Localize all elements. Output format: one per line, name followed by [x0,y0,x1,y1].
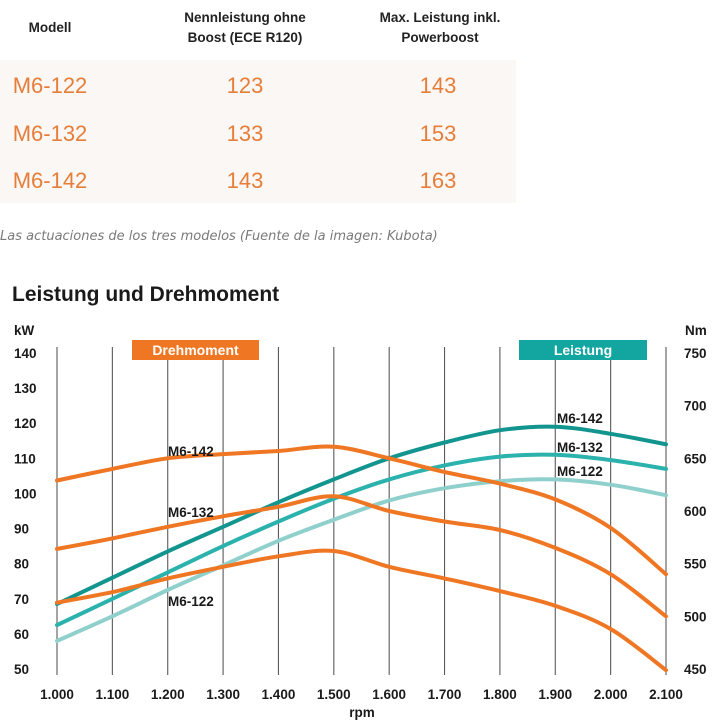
series-line-drehmoment-m6-132 [55,494,668,619]
y-right-tick-label: 700 [684,399,707,414]
image-caption: Las actuaciones de los tres modelos (Fue… [0,229,438,244]
x-tick-label: 1.800 [483,687,517,702]
y-right-tick-label: 450 [684,662,707,677]
table-cell-nennleistung: 143 [226,168,264,193]
x-tick-label: 1.500 [317,687,351,702]
spec-table-body [0,60,516,203]
x-tick-label: 1.100 [95,687,129,702]
y-left-tick-label: 90 [14,522,29,537]
series-line-drehmoment-m6-142 [55,444,668,577]
y-left-tick-label: 100 [14,486,37,501]
y-right-tick-label: 500 [684,609,707,624]
table-header-max-leistung: Max. Leistung inkl. Powerboost [379,10,501,45]
y-left-tick-label: 70 [14,592,29,607]
x-tick-label: 2.000 [594,687,628,702]
table-cell-nennleistung: 123 [226,73,264,98]
y-right-tick-label: 550 [684,557,707,572]
x-tick-label: 1.400 [262,687,296,702]
power-torque-chart: Leistung und Drehmoment kW Nm Drehmoment… [12,283,707,720]
y-left-tick-label: 140 [14,346,37,361]
table-cell-model: M6-142 [12,168,88,193]
legend-label: Drehmoment [152,342,239,358]
x-tick-label: 1.900 [538,687,572,702]
series-label: M6-142 [557,411,603,426]
table-cell-max-leistung: 153 [419,121,457,146]
series-line-leistung-m6-142 [55,424,668,606]
y-left-tick-label: 50 [14,662,29,677]
series-label: M6-122 [557,464,603,479]
x-axis-label: rpm [349,705,375,720]
x-tick-label: 1.200 [151,687,185,702]
y-left-tick-label: 120 [14,416,37,431]
series-label: M6-122 [168,594,214,609]
y-left-tick-label: 80 [14,557,29,572]
y-right-unit-label: Nm [685,323,707,338]
y-right-tick-label: 750 [684,346,707,361]
series-line-leistung-m6-122 [55,477,668,643]
legend-swatch [519,340,647,360]
y-left-tick-label: 60 [14,627,29,642]
y-right-tick-label: 650 [684,451,707,466]
series-label: M6-142 [168,444,214,459]
series-line-leistung-m6-132 [55,452,668,628]
table-header-nennleistung: Nennleistung ohne Boost (ECE R120) [184,10,306,45]
x-tick-label: 1.000 [40,687,74,702]
chart-title: Leistung und Drehmoment [12,283,279,306]
table-cell-model: M6-132 [12,121,88,146]
table-cell-max-leistung: 143 [419,73,457,98]
y-left-tick-label: 110 [14,451,36,466]
series-label: M6-132 [557,440,603,455]
series-line-drehmoment-m6-122 [55,548,668,673]
x-tick-label: 1.600 [372,687,406,702]
x-tick-label: 1.300 [206,687,240,702]
table-cell-model: M6-122 [12,73,88,98]
series-label: M6-132 [168,505,214,520]
x-tick-label: 1.700 [428,687,462,702]
table-cell-nennleistung: 133 [226,121,264,146]
x-tick-label: 2.100 [649,687,683,702]
table-cell-max-leistung: 163 [419,168,457,193]
legend-swatch [132,340,259,360]
y-left-unit-label: kW [14,323,35,338]
y-right-tick-label: 600 [684,504,707,519]
legend-label: Leistung [554,342,612,358]
table-header-modell: Modell [28,20,72,35]
y-left-tick-label: 130 [14,381,37,396]
